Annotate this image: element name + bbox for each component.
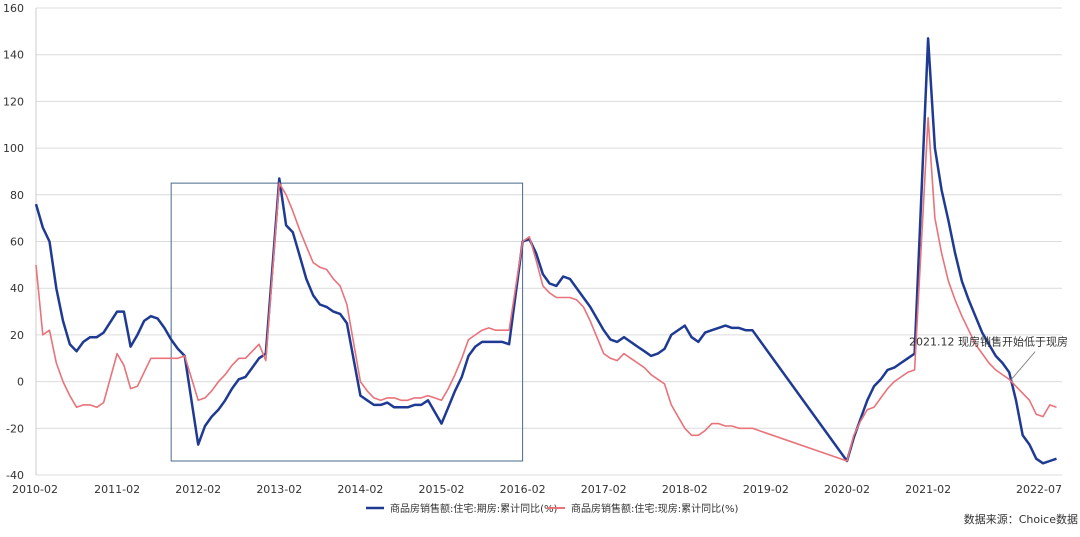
- x-tick-label: 2015-02: [419, 483, 465, 496]
- y-tick-label: 160: [3, 2, 24, 15]
- x-axis-ticks: 2010-02 2011-02 2012-02 2013-02 2014-02 2015-…: [12, 483, 1062, 496]
- x-tick-label: 2019-02: [743, 483, 789, 496]
- series-line-0: [34, 37, 1057, 465]
- x-tick-label: 2020-02: [824, 483, 870, 496]
- x-tick-label: 2018-02: [662, 483, 708, 496]
- x-tick-label: 2012-02: [175, 483, 221, 496]
- y-tick-label: 20: [10, 329, 24, 342]
- series-line-1: [35, 116, 1057, 462]
- y-axis-ticks: -40 -20 0 20 40 60 80 100 120 140 160: [3, 2, 24, 482]
- x-tick-label: 2021-02: [905, 483, 951, 496]
- grid-lines: [35, 7, 1062, 476]
- x-tick-label: 2011-02: [94, 483, 140, 496]
- legend-label-completed: 商品房销售额:住宅:现房:累计同比(%): [571, 502, 739, 515]
- legend: 商品房销售额:住宅:期房:累计同比(%) 商品房销售额:住宅:现房:累计同比(%…: [366, 502, 739, 515]
- y-tick-label: 140: [3, 49, 24, 62]
- legend-label-presale: 商品房销售额:住宅:期房:累计同比(%): [390, 502, 558, 515]
- y-tick-label: 80: [10, 189, 24, 202]
- x-tick-label: 2016-02: [500, 483, 546, 496]
- y-tick-label: 60: [10, 236, 24, 249]
- annotation-text: 2021.12 现房销售开始低于现房: [909, 335, 1068, 349]
- highlight-box: [170, 182, 524, 462]
- x-tick-label: 2017-02: [581, 483, 627, 496]
- x-tick-label: 2010-02: [12, 483, 58, 496]
- x-tick-label: 2013-02: [256, 483, 302, 496]
- data-source: 数据来源：Choice数据: [963, 513, 1078, 526]
- y-tick-label: 120: [3, 95, 24, 108]
- x-tick-label: 2014-02: [337, 483, 383, 496]
- annotation: 2021.12 现房销售开始低于现房: [909, 335, 1068, 380]
- annotation-arrow: [1010, 351, 1036, 380]
- x-tick-label: 2022-07: [1016, 483, 1062, 496]
- y-tick-label: -40: [6, 469, 24, 482]
- y-tick-label: 40: [10, 282, 24, 295]
- y-tick-label: -20: [6, 422, 24, 435]
- series-lines: [34, 37, 1057, 465]
- y-tick-label: 100: [3, 142, 24, 155]
- y-tick-label: 0: [17, 376, 24, 389]
